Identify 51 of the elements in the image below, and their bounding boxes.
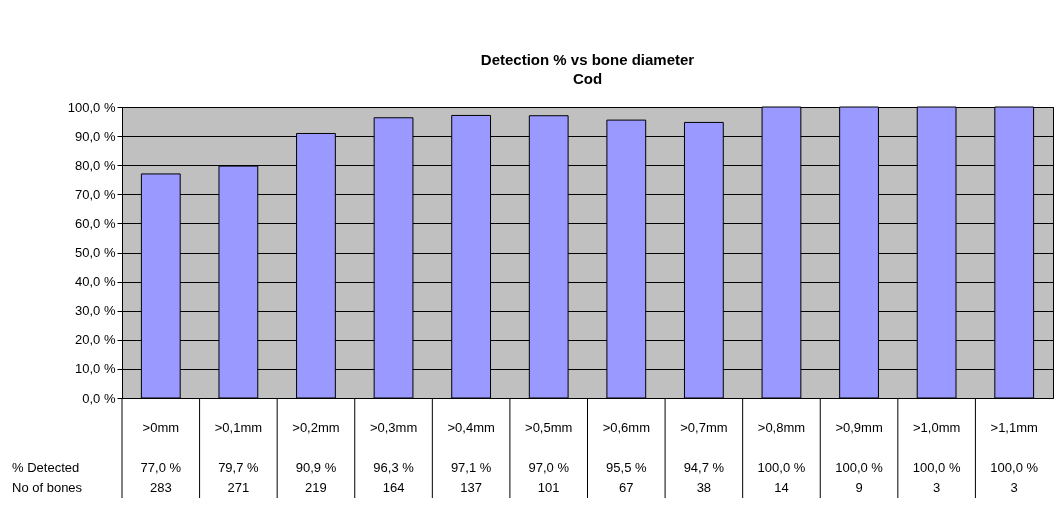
y-tick-label: 0,0 % bbox=[82, 390, 116, 406]
data-label: 79,7 % bbox=[218, 460, 260, 475]
y-tick-label: 20,0 % bbox=[75, 332, 116, 348]
y-tick-label: 10,0 % bbox=[75, 361, 116, 377]
text: 219 bbox=[305, 480, 327, 495]
text: 164 bbox=[382, 480, 405, 495]
x-tick-label: >0,3mm bbox=[369, 420, 418, 435]
x-tick-label: >0,2mm bbox=[292, 420, 340, 435]
text: 38 bbox=[696, 480, 712, 495]
chart-title: Detection % vs bone diameter bbox=[480, 51, 695, 68]
data-label: 94,7 % bbox=[683, 460, 725, 475]
x-tick-label: >0mm bbox=[142, 420, 180, 435]
text: 14 bbox=[774, 480, 789, 495]
data-label: 97,1 % bbox=[450, 460, 492, 475]
x-tick-label: >0,7mm bbox=[680, 420, 728, 435]
x-tick-label: >0,5mm bbox=[525, 420, 573, 435]
data-label: 95,5 % bbox=[606, 460, 647, 475]
data-label: 100,0 % bbox=[990, 460, 1039, 475]
chart-subtitle: Cod bbox=[572, 70, 603, 87]
y-tick-label: 60,0 % bbox=[75, 215, 116, 231]
text: % Detected bbox=[12, 460, 80, 475]
data-label: 97,0 % bbox=[528, 460, 570, 475]
text: 67 bbox=[619, 480, 634, 495]
data-label: 100,0 % bbox=[835, 460, 884, 475]
y-tick-label: 30,0 % bbox=[75, 303, 116, 319]
text: 137 bbox=[460, 480, 482, 495]
text: 283 bbox=[149, 480, 172, 495]
text: 101 bbox=[537, 480, 560, 495]
data-label: 77,0 % bbox=[140, 460, 182, 475]
data-label: 90,9 % bbox=[295, 460, 337, 475]
text: 3 bbox=[933, 480, 941, 495]
x-tick-label: >1,0mm bbox=[912, 420, 961, 435]
text: 271 bbox=[227, 480, 250, 495]
y-tick-label: 40,0 % bbox=[75, 274, 116, 290]
y-tick-label: 100,0 % bbox=[67, 99, 116, 115]
y-tick-label: 80,0 % bbox=[75, 157, 116, 173]
text: 9 bbox=[855, 480, 863, 495]
y-tick-label: 90,0 % bbox=[75, 128, 116, 144]
x-tick-label: >0,9mm bbox=[835, 420, 883, 435]
text: 3 bbox=[1010, 480, 1018, 495]
x-tick-label: >0,4mm bbox=[447, 420, 495, 435]
x-tick-label: >1,1mm bbox=[990, 420, 1038, 435]
data-label: 100,0 % bbox=[757, 460, 806, 475]
y-tick-label: 50,0 % bbox=[75, 245, 116, 260]
data-label: 100,0 % bbox=[912, 460, 961, 475]
x-tick-label: >0,6mm bbox=[602, 420, 650, 435]
x-tick-label: >0,1mm bbox=[214, 420, 263, 435]
y-tick-label: 70,0 % bbox=[75, 186, 116, 202]
data-label: 96,3 % bbox=[373, 460, 415, 475]
text: No of bones bbox=[12, 480, 83, 495]
x-tick-label: >0,8mm bbox=[757, 420, 806, 435]
